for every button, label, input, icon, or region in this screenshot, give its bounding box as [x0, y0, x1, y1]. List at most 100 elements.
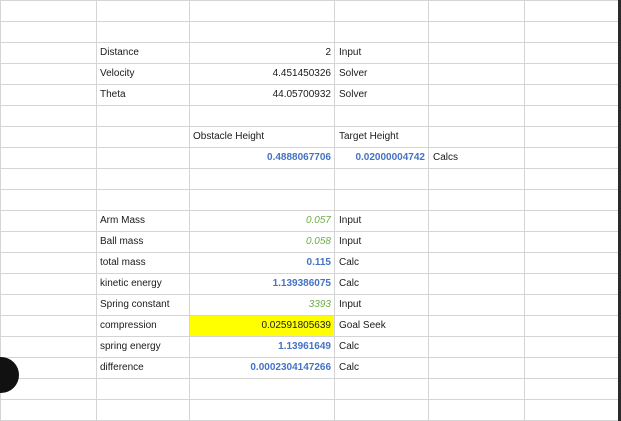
label-arm-mass[interactable]: Arm Mass [96, 210, 190, 232]
cell[interactable] [524, 294, 621, 316]
cell[interactable] [524, 273, 621, 295]
floating-circle-control[interactable] [0, 357, 19, 393]
cell[interactable] [0, 147, 97, 169]
cell[interactable] [428, 315, 525, 337]
cell[interactable] [96, 189, 190, 211]
cell[interactable] [524, 336, 621, 358]
label-velocity[interactable]: Velocity [96, 63, 190, 85]
cell[interactable] [524, 231, 621, 253]
cell[interactable] [0, 210, 97, 232]
label-total-mass[interactable]: total mass [96, 252, 190, 274]
cell[interactable] [428, 42, 525, 64]
cell[interactable] [0, 21, 97, 43]
cell[interactable] [428, 252, 525, 274]
tag-kinetic-energy[interactable]: Calc [334, 273, 429, 295]
label-spring-energy[interactable]: spring energy [96, 336, 190, 358]
cell[interactable] [96, 126, 190, 148]
cell[interactable] [0, 294, 97, 316]
header-target-height[interactable]: Target Height [334, 126, 429, 148]
value-compression[interactable]: 0.02591805639 [189, 315, 335, 337]
cell[interactable] [524, 210, 621, 232]
cell[interactable] [428, 84, 525, 106]
label-distance[interactable]: Distance [96, 42, 190, 64]
cell[interactable] [189, 189, 335, 211]
cell[interactable] [428, 378, 525, 400]
cell[interactable] [96, 0, 190, 22]
cell[interactable] [0, 273, 97, 295]
cell[interactable] [428, 0, 525, 22]
cell[interactable] [524, 252, 621, 274]
cell[interactable] [428, 399, 525, 421]
cell[interactable] [428, 357, 525, 379]
cell[interactable] [428, 231, 525, 253]
cell[interactable] [96, 147, 190, 169]
cell[interactable] [96, 21, 190, 43]
cell[interactable] [334, 399, 429, 421]
cell[interactable] [428, 126, 525, 148]
cell[interactable] [189, 21, 335, 43]
cell[interactable] [524, 126, 621, 148]
cell[interactable] [428, 336, 525, 358]
cell[interactable] [524, 84, 621, 106]
cell[interactable] [0, 105, 97, 127]
cell[interactable] [524, 189, 621, 211]
cell[interactable] [189, 168, 335, 190]
tag-spring-energy[interactable]: Calc [334, 336, 429, 358]
cell[interactable] [96, 378, 190, 400]
cell[interactable] [524, 21, 621, 43]
cell[interactable] [189, 105, 335, 127]
cell[interactable] [96, 399, 190, 421]
cell[interactable] [189, 399, 335, 421]
cell[interactable] [0, 231, 97, 253]
tag-spring-constant[interactable]: Input [334, 294, 429, 316]
cell[interactable] [428, 273, 525, 295]
cell[interactable] [0, 399, 97, 421]
cell[interactable] [189, 378, 335, 400]
cell[interactable] [428, 189, 525, 211]
label-theta[interactable]: Theta [96, 84, 190, 106]
cell[interactable] [524, 168, 621, 190]
tag-theta[interactable]: Solver [334, 84, 429, 106]
cell[interactable] [0, 126, 97, 148]
cell[interactable] [428, 294, 525, 316]
value-distance[interactable]: 2 [189, 42, 335, 64]
value-difference[interactable]: 0.0002304147266 [189, 357, 335, 379]
cell[interactable] [428, 21, 525, 43]
value-total-mass[interactable]: 0.115 [189, 252, 335, 274]
cell[interactable] [0, 84, 97, 106]
cell[interactable] [524, 399, 621, 421]
tag-compression[interactable]: Goal Seek [334, 315, 429, 337]
cell[interactable] [334, 168, 429, 190]
tag-total-mass[interactable]: Calc [334, 252, 429, 274]
value-theta[interactable]: 44.05700932 [189, 84, 335, 106]
cell[interactable] [0, 168, 97, 190]
cell[interactable] [0, 252, 97, 274]
cell[interactable] [334, 105, 429, 127]
label-compression[interactable]: compression [96, 315, 190, 337]
cell[interactable] [428, 63, 525, 85]
label-kinetic-energy[interactable]: kinetic energy [96, 273, 190, 295]
tag-ball-mass[interactable]: Input [334, 231, 429, 253]
label-ball-mass[interactable]: Ball mass [96, 231, 190, 253]
value-spring-constant[interactable]: 3393 [189, 294, 335, 316]
value-obstacle-height[interactable]: 0.4888067706 [189, 147, 335, 169]
tag-calcs[interactable]: Calcs [428, 147, 525, 169]
cell[interactable] [428, 105, 525, 127]
tag-velocity[interactable]: Solver [334, 63, 429, 85]
cell[interactable] [334, 378, 429, 400]
cell[interactable] [524, 63, 621, 85]
cell[interactable] [334, 189, 429, 211]
cell[interactable] [428, 210, 525, 232]
header-obstacle-height[interactable]: Obstacle Height [189, 126, 335, 148]
cell[interactable] [0, 336, 97, 358]
cell[interactable] [524, 315, 621, 337]
label-difference[interactable]: difference [96, 357, 190, 379]
cell[interactable] [189, 0, 335, 22]
cell[interactable] [0, 63, 97, 85]
value-target-height[interactable]: 0.02000004742 [334, 147, 429, 169]
cell[interactable] [96, 105, 190, 127]
cell[interactable] [524, 0, 621, 22]
cell[interactable] [334, 21, 429, 43]
cell[interactable] [428, 168, 525, 190]
value-ball-mass[interactable]: 0.058 [189, 231, 335, 253]
